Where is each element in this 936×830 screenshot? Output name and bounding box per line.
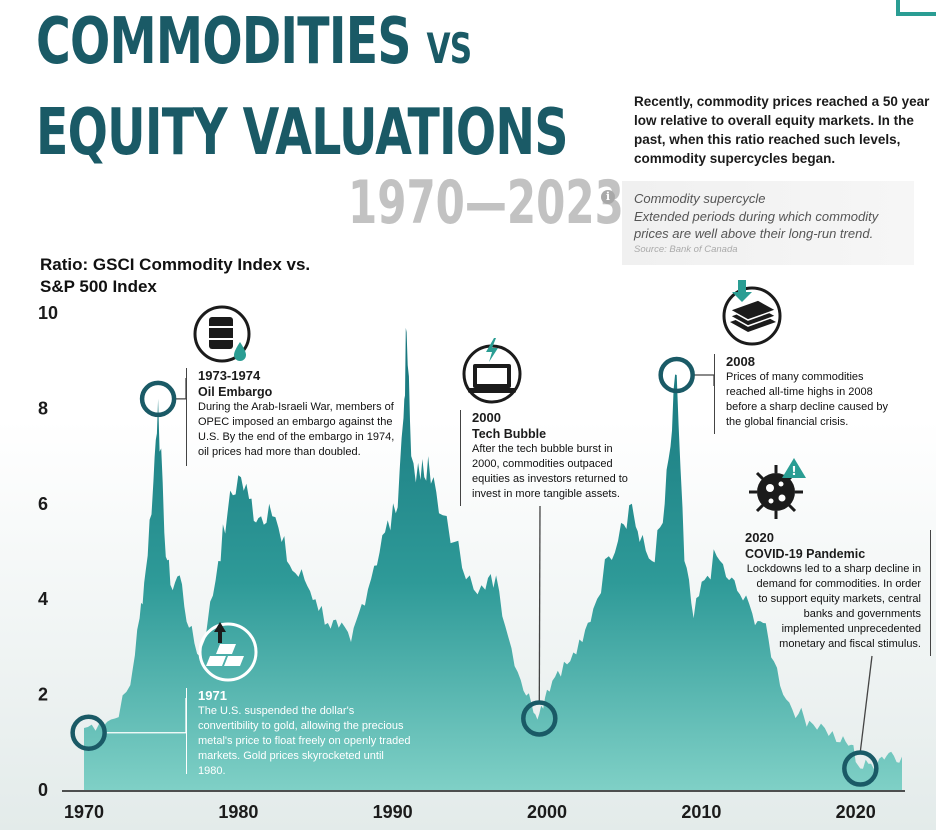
y-tick-label: 8 (38, 398, 48, 418)
year-range: 1970—2023 (348, 168, 624, 238)
oil-barrel-icon (193, 305, 251, 363)
laptop-lightning-icon (462, 338, 522, 404)
annotation-1973-text: During the Arab-Israeli War, members of … (198, 401, 395, 458)
x-tick-label: 2000 (527, 802, 567, 822)
annotation-marker-1973 (139, 380, 177, 418)
annotation-2000-name: Tech Bubble (472, 427, 547, 441)
annotation-1971-year: 1971 (198, 688, 227, 703)
info-icon: i (601, 190, 615, 204)
annotation-leader-line (859, 655, 873, 752)
definition-text: Extended periods during which commodity … (634, 209, 879, 241)
annotation-2020-text: Lockdowns led to a sharp decline in dema… (746, 563, 921, 650)
title-line-2: EQUITY VALUATIONS (36, 96, 568, 170)
y-tick-label: 6 (38, 494, 48, 514)
annotation-1973: 1973-1974 Oil Embargo During the Arab-Is… (186, 368, 408, 466)
x-tick-label: 1970 (64, 802, 104, 822)
definition-source: Source: Bank of Canada (634, 244, 738, 255)
x-tick-label: 2020 (836, 802, 876, 822)
annotation-1973-year: 1973-1974 (198, 368, 261, 383)
annotation-marker-2008 (658, 356, 695, 394)
commodity-equity-ratio-area (84, 327, 902, 790)
annotation-2020-year: 2020 (745, 530, 774, 545)
gold-bars-arrow-up-icon (198, 622, 258, 682)
y-axis-label: Ratio: GSCI Commodity Index vs. S&P 500 … (40, 255, 311, 296)
annotation-leader-line (693, 374, 715, 386)
y-tick-label: 0 (38, 780, 48, 800)
title-vs: VS (426, 24, 472, 73)
annotation-2008: 2008 Prices of many commodities reached … (714, 354, 890, 434)
annotation-1971-text: The U.S. suspended the dollar's converti… (198, 705, 411, 777)
annotation-2020-name: COVID-19 Pandemic (745, 547, 866, 561)
annotation-marker-2000 (521, 700, 558, 737)
definition-title: Commodity supercycle (634, 191, 766, 206)
annotation-1973-name: Oil Embargo (198, 385, 273, 399)
virus-warning-icon: ! (749, 458, 806, 519)
annotation-marker-2020 (842, 750, 879, 787)
annotation-2000: 2000 Tech Bubble After the tech bubble b… (460, 410, 640, 506)
x-tick-label: 2010 (681, 802, 721, 822)
annotation-2000-text: After the tech bubble burst in 2000, com… (472, 443, 628, 500)
title-line-1: COMMODITIES (36, 5, 411, 79)
page-title: COMMODITIES VS EQUITY VALUATIONS (36, 0, 568, 175)
intro-text: Recently, commodity prices reached a 50 … (634, 94, 930, 166)
y-tick-label: 2 (38, 685, 48, 705)
annotation-2020: 2020 COVID-19 Pandemic Lockdowns led to … (745, 530, 931, 656)
annotation-marker-1971 (70, 714, 107, 752)
annotation-2000-year: 2000 (472, 410, 501, 425)
y-tick-label: 10 (38, 303, 58, 323)
annotation-leader-line (175, 378, 187, 400)
svg-text:!: ! (791, 464, 796, 478)
annotation-2008-text: Prices of many commodities reached all-t… (726, 371, 889, 428)
x-tick-label: 1990 (373, 802, 413, 822)
money-stack-down-icon (722, 280, 782, 346)
annotation-2008-year: 2008 (726, 354, 755, 369)
y-tick-label: 4 (38, 589, 48, 609)
chart-plot: 0 2 4 6 8 10 1970 1980 1990 2000 2010 2020 (38, 303, 905, 822)
x-tick-label: 1980 (218, 802, 258, 822)
annotation-leader-line (538, 505, 541, 702)
corner-accent (896, 0, 936, 16)
definition-box (622, 181, 914, 265)
annotation-1971: 1971 The U.S. suspended the dollar's con… (186, 688, 412, 777)
